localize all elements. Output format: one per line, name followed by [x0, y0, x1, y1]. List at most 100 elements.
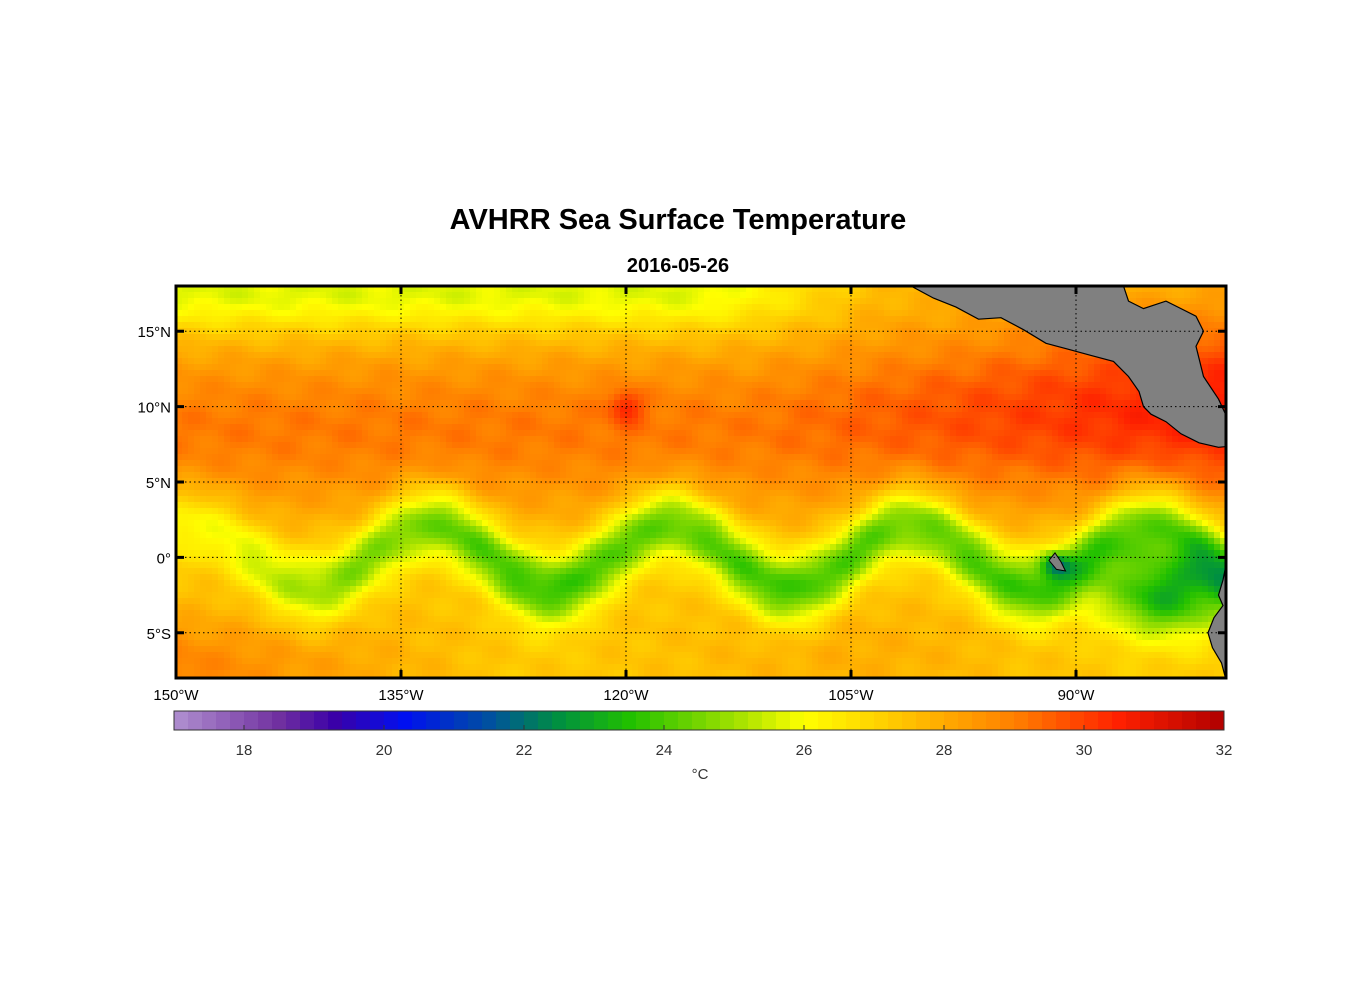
colorbar-swatch — [258, 711, 273, 730]
colorbar-swatch — [1042, 711, 1057, 730]
colorbar-swatch — [1126, 711, 1141, 730]
colorbar-swatch — [286, 711, 301, 730]
colorbar-swatch — [916, 711, 931, 730]
colorbar-swatch — [398, 711, 413, 730]
colorbar-swatch — [1014, 711, 1029, 730]
colorbar-swatch — [594, 711, 609, 730]
colorbar-swatch — [412, 711, 427, 730]
lat-tick-label: 10°N — [137, 400, 171, 417]
colorbar-swatch — [1140, 711, 1155, 730]
colorbar-swatch — [370, 711, 385, 730]
lat-tick-label: 15°N — [137, 324, 171, 341]
colorbar-swatch — [1098, 711, 1113, 730]
colorbar-swatch — [216, 711, 231, 730]
colorbar-swatch — [454, 711, 469, 730]
colorbar-swatch — [902, 711, 917, 730]
colorbar-swatch — [1056, 711, 1071, 730]
colorbar-swatch — [244, 711, 259, 730]
lat-tick-label: 0° — [157, 550, 171, 567]
colorbar-swatch — [636, 711, 651, 730]
colorbar-swatch — [888, 711, 903, 730]
colorbar-swatch — [1000, 711, 1015, 730]
colorbar-swatch — [384, 711, 399, 730]
colorbar-swatch — [202, 711, 217, 730]
colorbar-swatch — [930, 711, 945, 730]
colorbar-swatch — [1028, 711, 1043, 730]
colorbar-swatch — [776, 711, 791, 730]
colorbar-swatch — [496, 711, 511, 730]
colorbar-swatch — [468, 711, 483, 730]
colorbar-tick-label: 30 — [1076, 742, 1093, 759]
colorbar-units-label: °C — [692, 766, 709, 783]
colorbar-swatch — [356, 711, 371, 730]
colorbar-frame — [173, 710, 1225, 731]
colorbar-swatch — [426, 711, 441, 730]
colorbar-swatch — [510, 711, 525, 730]
colorbar-tick-label: 28 — [936, 742, 953, 759]
lon-tick-label: 135°W — [378, 687, 424, 704]
colorbar-swatch — [958, 711, 973, 730]
colorbar-swatch — [762, 711, 777, 730]
colorbar-swatch — [1084, 711, 1099, 730]
colorbar-swatch — [482, 711, 497, 730]
lon-tick-label: 90°W — [1058, 687, 1096, 704]
colorbar-tick-label: 22 — [516, 742, 533, 759]
colorbar-swatch — [1112, 711, 1127, 730]
colorbar-swatch — [706, 711, 721, 730]
colorbar-swatch — [524, 711, 539, 730]
colorbar-swatch — [300, 711, 315, 730]
colorbar-swatch — [622, 711, 637, 730]
lon-tick-label: 150°W — [153, 687, 199, 704]
colorbar-swatch — [1196, 711, 1211, 730]
colorbar-swatch — [720, 711, 735, 730]
colorbar-swatch — [272, 711, 287, 730]
colorbar-swatch — [328, 711, 343, 730]
colorbar-swatch — [846, 711, 861, 730]
colorbar-swatch — [664, 711, 679, 730]
colorbar-swatch — [342, 711, 357, 730]
lat-tick-label: 5°S — [147, 626, 171, 643]
colorbar-swatch — [552, 711, 567, 730]
colorbar-swatch — [566, 711, 581, 730]
colorbar-swatch — [174, 711, 189, 730]
colorbar: 18 20 22 24 26 28 30 32 °C — [173, 710, 1233, 783]
colorbar-tick-label: 20 — [376, 742, 393, 759]
colorbar-swatch — [860, 711, 875, 730]
colorbar-swatch — [1182, 711, 1197, 730]
colorbar-swatch — [972, 711, 987, 730]
colorbar-swatch — [650, 711, 665, 730]
chart-title: AVHRR Sea Surface Temperature — [449, 204, 907, 236]
lat-tick-label: 5°N — [146, 475, 171, 492]
colorbar-tick-label: 24 — [656, 742, 673, 759]
galapagos-landmass — [1048, 552, 1067, 572]
colorbar-swatch — [1210, 711, 1225, 730]
colorbar-swatch — [314, 711, 329, 730]
colorbar-tick-label: 26 — [796, 742, 813, 759]
colorbar-swatch — [804, 711, 819, 730]
colorbar-swatch — [538, 711, 553, 730]
lon-tick-label: 105°W — [828, 687, 874, 704]
chart-subtitle: 2016-05-26 — [626, 255, 730, 277]
colorbar-swatch — [440, 711, 455, 730]
colorbar-swatch — [230, 711, 245, 730]
colorbar-swatch — [580, 711, 595, 730]
colorbar-swatch — [748, 711, 763, 730]
colorbar-swatch — [1154, 711, 1169, 730]
central-america-landmass — [910, 286, 1226, 448]
colorbar-swatch — [734, 711, 749, 730]
colorbar-swatch — [1168, 711, 1183, 730]
colorbar-tick-label: 32 — [1216, 742, 1233, 759]
colorbar-swatch — [874, 711, 889, 730]
colorbar-swatch — [1070, 711, 1085, 730]
colorbar-swatch — [832, 711, 847, 730]
colorbar-swatch — [944, 711, 959, 730]
colorbar-swatch — [608, 711, 623, 730]
colorbar-swatch — [986, 711, 1001, 730]
colorbar-swatch — [692, 711, 707, 730]
axis-ticks: 150°W 135°W 120°W 105°W 90°W 15°N 10°N 5°N 0° 5°S — [137, 286, 1226, 704]
colorbar-swatch — [678, 711, 693, 730]
colorbar-tick-label: 18 — [236, 742, 253, 759]
colorbar-swatch — [790, 711, 805, 730]
colorbar-swatch — [188, 711, 203, 730]
